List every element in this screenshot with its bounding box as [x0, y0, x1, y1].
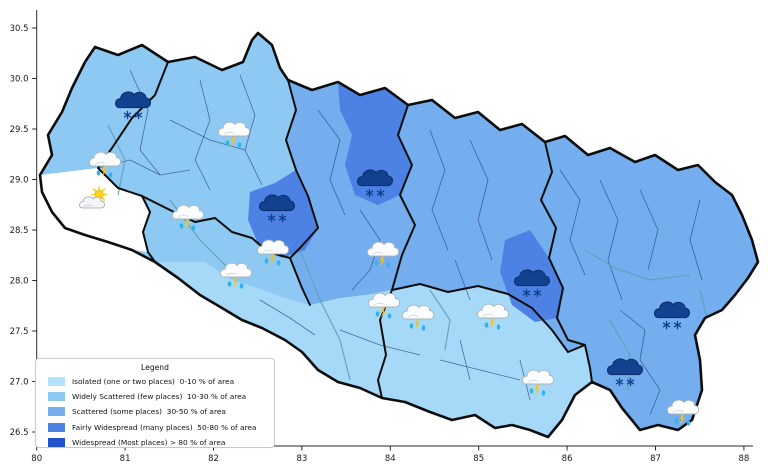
y-axis-tick-label: 26.5 — [10, 428, 29, 438]
legend-swatch-scattered — [48, 407, 65, 417]
legend-swatch-isolated — [48, 377, 65, 387]
y-axis-tick-label: 29.0 — [10, 176, 29, 186]
legend-item-widely_scattered: Widely Scattered (few places) 10-30 % of… — [36, 389, 274, 404]
x-axis-tick-label: 84 — [385, 454, 396, 464]
x-axis-tick-label: 81 — [120, 454, 131, 464]
x-axis-tick-label: 83 — [296, 454, 307, 464]
legend-swatch-widely_scattered — [48, 392, 65, 402]
map-legend: Legend Isolated (one or two places) 0-10… — [35, 358, 275, 448]
legend-label: Widespread (Most places) > 80 % of area — [72, 437, 226, 447]
x-axis-tick-label: 86 — [562, 454, 573, 464]
region-upper-gandaki — [338, 82, 412, 205]
y-axis-tick-label: 29.5 — [10, 125, 29, 135]
region-terai-strip — [155, 262, 592, 437]
x-axis-tick-label: 80 — [31, 454, 42, 464]
y-axis-tick-label: 27.0 — [10, 378, 29, 388]
legend-label: Isolated (one or two places) 0-10 % of a… — [72, 377, 235, 387]
region-far-west-clear — [40, 168, 150, 252]
legend-item-fairly_widespread: Fairly Widespread (many places) 50-80 % … — [36, 420, 274, 435]
x-axis-tick-label: 88 — [738, 454, 749, 464]
y-axis-tick-label: 27.5 — [10, 327, 29, 337]
legend-item-isolated: Isolated (one or two places) 0-10 % of a… — [36, 374, 274, 389]
province-boundaries — [97, 61, 593, 399]
legend-label: Widely Scattered (few places) 10-30 % of… — [72, 392, 247, 402]
legend-swatch-widespread — [48, 437, 65, 447]
legend-title: Legend — [141, 363, 169, 372]
nepal-outline — [38, 31, 760, 439]
y-axis-tick-label: 30.5 — [10, 24, 29, 34]
y-axis-tick-label: 30.0 — [10, 75, 29, 85]
y-axis-tick-label: 28.0 — [10, 277, 29, 287]
x-axis-tick-label: 85 — [473, 454, 484, 464]
legend-item-widespread: Widespread (Most places) > 80 % of area — [36, 435, 274, 450]
legend-label: Scattered (some places) 30-50 % of area — [72, 407, 226, 417]
y-axis-tick-label: 28.5 — [10, 226, 29, 236]
legend-swatch-fairly_widespread — [48, 422, 65, 432]
legend-item-scattered: Scattered (some places) 30-50 % of area — [36, 404, 274, 419]
x-axis-tick-label: 87 — [650, 454, 661, 464]
x-axis-tick-label: 82 — [208, 454, 219, 464]
legend-label: Fairly Widespread (many places) 50-80 % … — [72, 422, 257, 432]
